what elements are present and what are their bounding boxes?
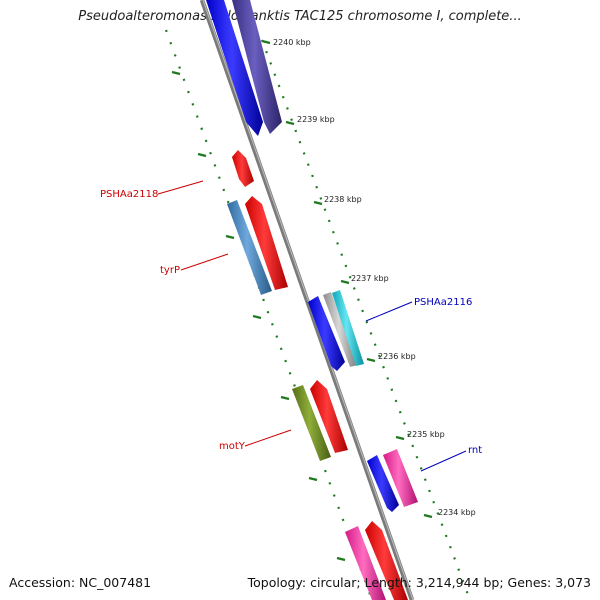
gene-grey-mid[interactable] xyxy=(323,292,358,367)
gene-olive[interactable] xyxy=(292,385,331,461)
scale-label: 2237 kbp xyxy=(351,274,389,283)
gene-label-pshaa2118[interactable]: PSHAa2118 xyxy=(100,189,158,200)
gene-pshaa2116[interactable] xyxy=(332,290,364,366)
gene-labels: PSHAa2118 tyrP motY PSHAa2116 rnt xyxy=(100,189,482,456)
gene-red-bottom[interactable] xyxy=(365,521,408,600)
gene-label-moty[interactable]: motY xyxy=(219,441,246,452)
inner-ticks xyxy=(171,70,346,562)
scale-labels: 2240 kbp 2239 kbp 2238 kbp 2237 kbp 2236… xyxy=(273,38,476,517)
gene-rnt[interactable] xyxy=(367,455,399,512)
gene-features xyxy=(206,0,418,600)
gene-label-rnt[interactable]: rnt xyxy=(468,445,482,456)
gene-tyrp[interactable] xyxy=(245,196,288,290)
gene-pshaa2118[interactable] xyxy=(232,150,254,187)
scale-label: 2239 kbp xyxy=(297,115,335,124)
gene-magenta-mid[interactable] xyxy=(383,449,418,507)
map-title: Pseudoalteromonas haloplanktis TAC125 ch… xyxy=(78,9,522,24)
gene-label-tyrp[interactable]: tyrP xyxy=(160,265,180,276)
scale-label: 2235 kbp xyxy=(407,430,445,439)
gene-blue-mid[interactable] xyxy=(308,296,345,371)
summary-label: Topology: circular; Length: 3,214,944 bp… xyxy=(247,575,591,590)
gene-moty[interactable] xyxy=(310,380,348,453)
chromosome-backbone xyxy=(199,0,415,600)
gene-label-pshaa2116[interactable]: PSHAa2116 xyxy=(414,297,472,308)
gene-magenta-bottom[interactable] xyxy=(345,526,386,600)
scale-label: 2236 kbp xyxy=(378,352,416,361)
scale-label: 2234 kbp xyxy=(438,508,476,517)
gene-purple-top[interactable] xyxy=(232,0,282,134)
callout-lines xyxy=(157,180,467,472)
scale-label: 2238 kbp xyxy=(324,195,362,204)
scale-label: 2240 kbp xyxy=(273,38,311,47)
gene-blue-top[interactable] xyxy=(206,0,263,136)
scale-ticks xyxy=(261,39,433,519)
accession-label: Accession: NC_007481 xyxy=(9,575,152,590)
gene-steelblue[interactable] xyxy=(227,200,272,295)
